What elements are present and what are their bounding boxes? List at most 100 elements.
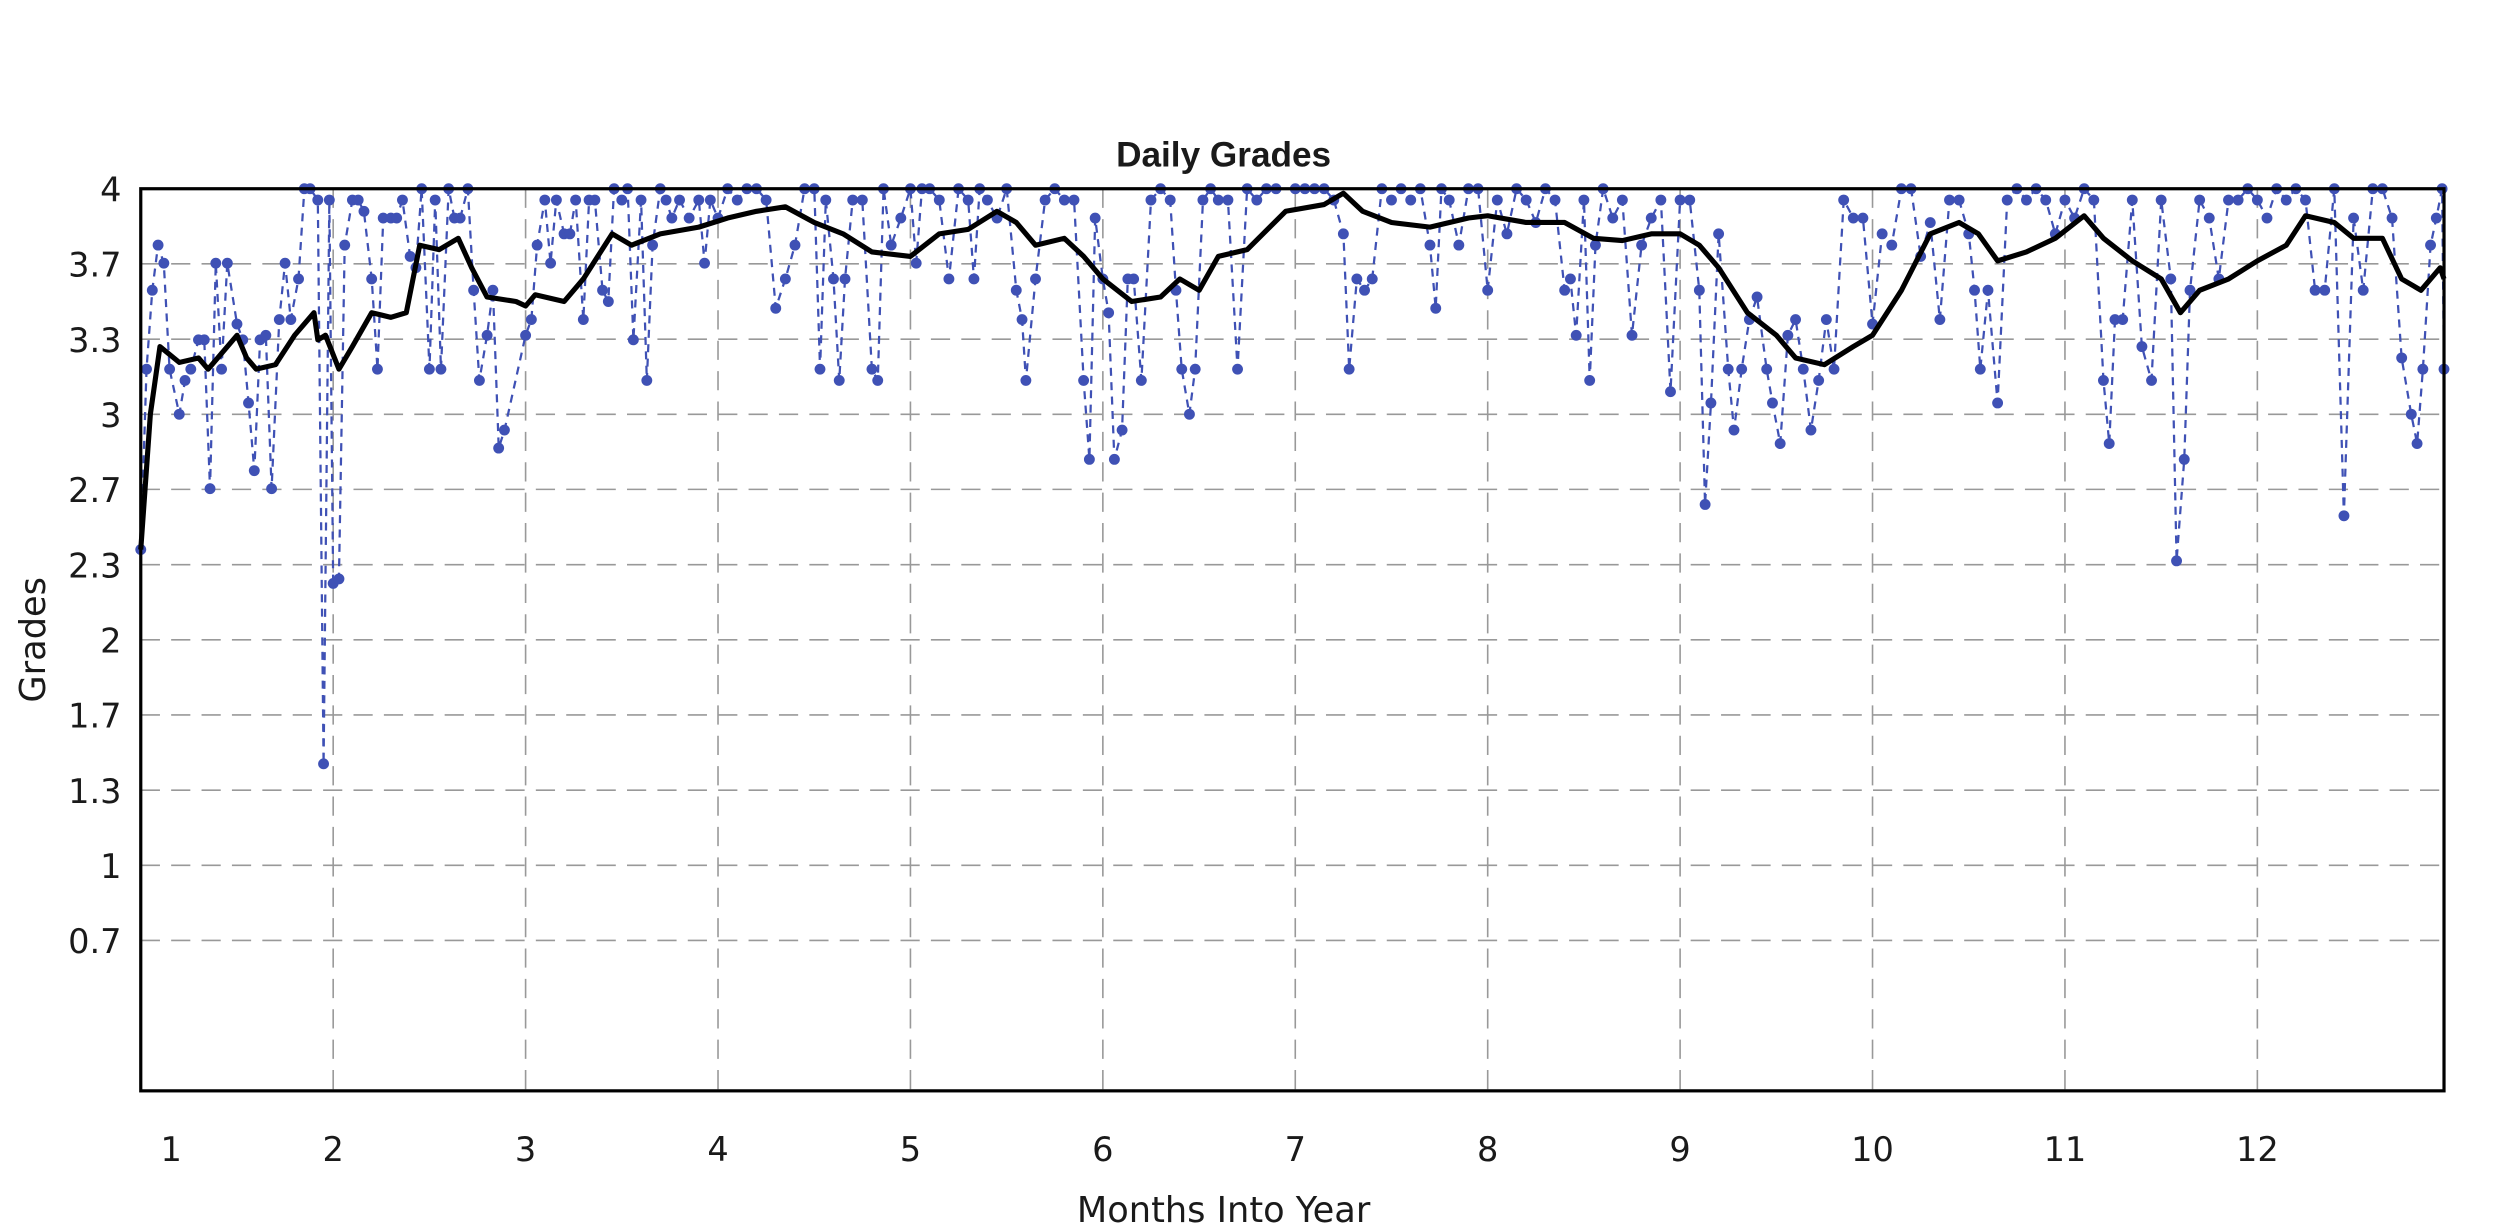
daily-grade-point	[1145, 194, 1157, 206]
daily-grade-point	[285, 314, 297, 325]
daily-grade-point	[2117, 314, 2129, 325]
plot-frame	[139, 187, 2446, 1093]
daily-grade-point	[423, 363, 435, 375]
daily-grade-point	[1828, 363, 1840, 375]
daily-grade-point	[1197, 194, 1209, 206]
daily-grade-point	[674, 194, 685, 206]
daily-grade-point	[1790, 314, 1802, 325]
daily-grade-point	[2155, 194, 2167, 206]
daily-grade-point	[1108, 453, 1120, 465]
daily-grade-point	[1176, 363, 1188, 375]
daily-grade-point	[397, 194, 408, 206]
daily-grade-point	[1016, 314, 1028, 325]
daily-grade-point	[597, 284, 609, 296]
moving-average-line	[138, 190, 2447, 550]
daily-grade-point	[1982, 284, 1994, 296]
daily-grade-point	[760, 194, 772, 206]
daily-grade-point	[1820, 314, 1832, 325]
y-tick-label: 1.3	[68, 772, 121, 811]
daily-grade-point	[1135, 374, 1147, 386]
daily-grade-point	[520, 329, 532, 341]
daily-grade-point	[454, 212, 466, 224]
daily-grade-point	[498, 424, 510, 436]
daily-grade-point	[1337, 228, 1349, 240]
daily-grade-point	[2184, 284, 2196, 296]
daily-grade-point	[1103, 307, 1115, 319]
daily-grade-point	[525, 314, 537, 325]
daily-grade-point	[1039, 194, 1051, 206]
daily-grade-point	[2232, 194, 2244, 206]
daily-grade-point	[216, 363, 228, 375]
daily-grade-point	[1782, 329, 1794, 341]
daily-grade-point	[699, 257, 710, 269]
daily-grade-point	[866, 363, 878, 375]
daily-grade-point	[481, 329, 493, 341]
daily-grade-point	[323, 194, 335, 206]
x-tick-label: 2	[322, 1130, 343, 1169]
daily-grade-point	[243, 397, 254, 409]
daily-grade-point	[641, 374, 653, 386]
daily-grade-point	[333, 573, 345, 585]
daily-grade-point	[1343, 363, 1355, 375]
daily-grade-point	[2417, 363, 2429, 375]
daily-grade-point	[1212, 194, 1224, 206]
daily-grade-point	[660, 194, 672, 206]
daily-grade-point	[693, 194, 705, 206]
daily-grade-point	[468, 284, 480, 296]
daily-grade-point	[248, 465, 260, 477]
daily-grade-point	[146, 284, 158, 296]
x-tick-label: 1	[160, 1130, 181, 1169]
daily-grade-point	[1251, 194, 1263, 206]
daily-grade-point	[1184, 408, 1195, 420]
x-tick-label: 4	[707, 1130, 728, 1169]
daily-grade-point	[2411, 438, 2423, 450]
daily-grade-point	[1430, 302, 1442, 314]
daily-grade-point	[704, 194, 716, 206]
y-tick-label: 3.3	[68, 321, 121, 360]
daily-grade-point	[833, 374, 845, 386]
daily-grade-point	[2405, 408, 2417, 420]
daily-grade-point	[2280, 194, 2292, 206]
daily-grade-point	[2425, 239, 2436, 251]
x-tick-label: 10	[1851, 1130, 1894, 1169]
daily-grade-point	[2021, 194, 2032, 206]
daily-grade-point	[2109, 314, 2121, 325]
daily-grade-point	[1665, 386, 1676, 398]
daily-grade-point	[1645, 212, 1657, 224]
daily-grade-point	[2001, 194, 2013, 206]
daily-grade-point	[1934, 314, 1946, 325]
daily-grade-point	[266, 483, 278, 495]
daily-grade-point	[2194, 194, 2206, 206]
daily-grade-point	[1020, 374, 1032, 386]
daily-grade-point	[943, 273, 955, 285]
daily-grade-point	[141, 363, 152, 375]
daily-grade-point	[564, 228, 576, 240]
y-tick-label: 3	[100, 396, 121, 435]
daily-grade-point	[531, 239, 543, 251]
daily-grade-point	[185, 363, 197, 375]
daily-grade-point	[2165, 273, 2177, 285]
daily-grade-point	[1078, 374, 1090, 386]
daily-grade-point	[231, 318, 243, 330]
daily-grade-line	[139, 184, 2446, 764]
daily-grade-point	[293, 273, 304, 285]
daily-grade-point	[1699, 499, 1711, 510]
daily-grade-point	[1570, 329, 1582, 341]
daily-grade-point	[847, 194, 859, 206]
daily-grade-point	[273, 314, 285, 325]
x-axis-ticks: 1 2 3 4 5 6 7 8 9 10 11 12	[160, 1130, 2278, 1169]
daily-grade-point	[391, 212, 403, 224]
daily-grade-point	[872, 374, 884, 386]
daily-grade-point	[1924, 217, 1936, 229]
daily-grade-point	[2178, 453, 2190, 465]
daily-grade-point	[2386, 212, 2398, 224]
daily-grade-point	[635, 194, 647, 206]
daily-grade-point	[1655, 194, 1667, 206]
daily-grade-point	[1222, 194, 1234, 206]
daily-grade-point	[1974, 363, 1986, 375]
x-tick-label: 12	[2236, 1130, 2279, 1169]
daily-grade-point	[1578, 194, 1590, 206]
daily-grade-point	[2059, 194, 2071, 206]
daily-grade-point	[1774, 438, 1786, 450]
daily-grade-point	[1359, 284, 1370, 296]
